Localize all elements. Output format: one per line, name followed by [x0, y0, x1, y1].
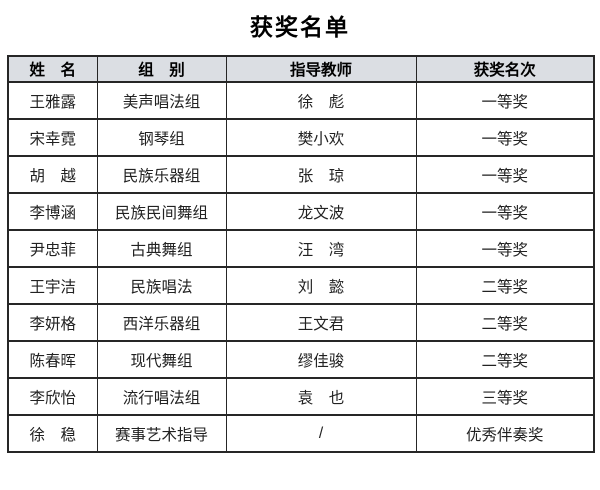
table-row: 徐 稳赛事艺术指导 / 优秀伴奏奖: [7, 414, 595, 453]
name-cell: 王雅露: [7, 81, 98, 120]
teacher-cell: 樊小欢: [225, 118, 417, 157]
name-cell: 王宇洁: [7, 266, 98, 305]
teacher-cell: 汪 湾: [225, 229, 417, 268]
document-page: 获奖名单 姓 名 组 别 指导教师 获奖名次 王雅露 美声唱法组徐 彪一等奖 宋幸霓…: [0, 13, 600, 453]
table-row: 李欣怡 流行唱法组袁 也三等奖: [7, 377, 595, 416]
header-row: 姓 名 组 别 指导教师 获奖名次: [7, 55, 595, 83]
table-row: 宋幸霓 钢琴组 樊小欢 一等奖: [7, 118, 595, 157]
teacher-cell: 王文君: [225, 303, 417, 342]
table-row: 尹忠菲 古典舞组汪 湾一等奖: [7, 229, 595, 268]
award-cell: 一等奖: [415, 81, 595, 120]
table-row: 王宇洁 民族唱法刘 懿二等奖: [7, 266, 595, 305]
name-cell: 尹忠菲: [7, 229, 98, 268]
group-cell: 西洋乐器组: [96, 303, 227, 342]
name-cell: 徐 稳: [7, 414, 98, 453]
group-cell: 美声唱法组: [96, 81, 227, 120]
table-row: 李博涵 民族民间舞组 龙文波 一等奖: [7, 192, 595, 231]
group-cell: 赛事艺术指导: [96, 414, 227, 453]
name-cell: 李妍格: [7, 303, 98, 342]
header-name: 姓 名: [7, 55, 98, 83]
award-cell: 二等奖: [415, 266, 595, 305]
group-cell: 民族唱法: [96, 266, 227, 305]
award-cell: 二等奖: [415, 303, 595, 342]
teacher-cell: 龙文波: [225, 192, 417, 231]
teacher-cell: 张 琼: [225, 155, 417, 194]
group-cell: 民族民间舞组: [96, 192, 227, 231]
name-cell: 李博涵: [7, 192, 98, 231]
group-cell: 钢琴组: [96, 118, 227, 157]
award-cell: 一等奖: [415, 192, 595, 231]
group-cell: 流行唱法组: [96, 377, 227, 416]
table-row: 胡 越民族乐器组张 琼一等奖: [7, 155, 595, 194]
teacher-cell: 刘 懿: [225, 266, 417, 305]
teacher-cell: 缪佳骏: [225, 340, 417, 379]
header-award: 获奖名次: [415, 55, 595, 83]
award-table: 姓 名 组 别 指导教师 获奖名次 王雅露 美声唱法组徐 彪一等奖 宋幸霓 钢琴组 樊小…: [7, 55, 595, 453]
page-title: 获奖名单: [250, 14, 350, 40]
award-cell: 一等奖: [415, 118, 595, 157]
teacher-cell: 袁 也: [225, 377, 417, 416]
teacher-cell: /: [225, 414, 417, 453]
award-cell: 优秀伴奏奖: [415, 414, 595, 453]
award-cell: 一等奖: [415, 155, 595, 194]
award-cell: 一等奖: [415, 229, 595, 268]
group-cell: 现代舞组: [96, 340, 227, 379]
name-cell: 胡 越: [7, 155, 98, 194]
group-cell: 民族乐器组: [96, 155, 227, 194]
teacher-cell: 徐 彪: [225, 81, 417, 120]
award-table-body: 王雅露 美声唱法组徐 彪一等奖 宋幸霓 钢琴组 樊小欢 一等奖胡 越民族乐器组张 琼一等奖…: [7, 81, 595, 453]
table-row: 王雅露 美声唱法组徐 彪一等奖: [7, 81, 595, 120]
group-cell: 古典舞组: [96, 229, 227, 268]
header-teacher: 指导教师: [225, 55, 417, 83]
award-cell: 二等奖: [415, 340, 595, 379]
name-cell: 李欣怡: [7, 377, 98, 416]
award-cell: 三等奖: [415, 377, 595, 416]
name-cell: 宋幸霓: [7, 118, 98, 157]
name-cell: 陈春晖: [7, 340, 98, 379]
table-row: 陈春晖 现代舞组 缪佳骏 二等奖: [7, 340, 595, 379]
table-row: 李妍格 西洋乐器组 王文君 二等奖: [7, 303, 595, 342]
header-group: 组 别: [96, 55, 227, 83]
